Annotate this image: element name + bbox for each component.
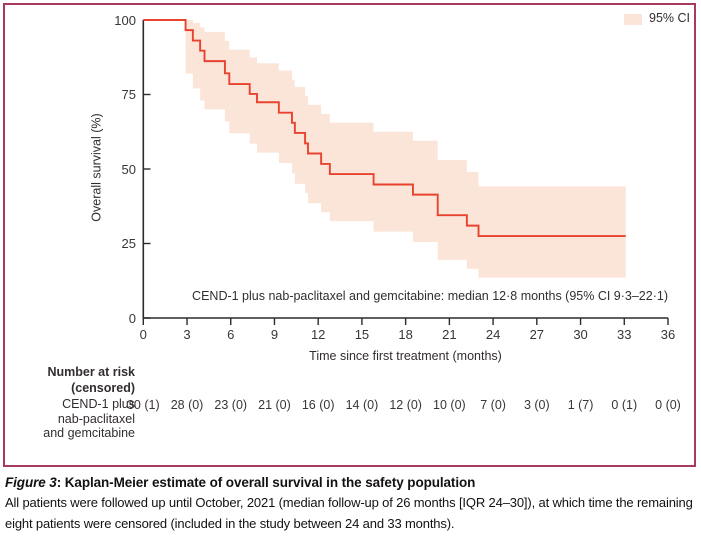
risk-row-label-line-1: CEND-1 plus xyxy=(62,397,135,411)
caption-title: Figure 3: Kaplan-Meier estimate of overa… xyxy=(5,475,699,490)
risk-value: 0 (1) xyxy=(611,398,638,412)
median-annotation: CEND-1 plus nab-paclitaxel and gemcitabi… xyxy=(192,289,668,303)
caption-figure-number: Figure 3 xyxy=(5,475,57,490)
x-axis-title: Time since first treatment (months) xyxy=(309,349,502,363)
risk-row-label-line-3: and gemcitabine xyxy=(43,426,135,440)
x-tick-label: 9 xyxy=(270,327,279,342)
risk-value: 3 (0) xyxy=(523,398,550,412)
risk-value: 10 (0) xyxy=(433,398,466,412)
x-tick-label: 12 xyxy=(310,327,326,342)
x-tick-label: 36 xyxy=(660,327,676,342)
risk-value: 1 (7) xyxy=(567,398,594,412)
risk-value: 16 (0) xyxy=(301,398,335,412)
km-plot-svg xyxy=(142,19,669,325)
risk-table-header: Number at risk (censored) xyxy=(0,365,135,396)
y-tick-label: 25 xyxy=(121,236,136,251)
risk-value: 12 (0) xyxy=(389,398,422,412)
x-tick-label: 18 xyxy=(398,327,413,342)
risk-value: 23 (0) xyxy=(214,398,248,412)
km-curve xyxy=(143,19,626,237)
ci-band-swatch-icon xyxy=(624,14,642,25)
risk-value: 14 (0) xyxy=(345,398,379,412)
risk-row-label-line-2: nab-paclitaxel xyxy=(57,411,135,426)
y-tick-label: 0 xyxy=(128,310,136,326)
risk-value: 0 (0) xyxy=(655,398,681,412)
x-tick-label: 15 xyxy=(354,327,370,342)
x-tick-label: 0 xyxy=(139,327,147,342)
x-tick-label: 27 xyxy=(529,327,545,342)
risk-header-line-2: (censored) xyxy=(71,380,135,395)
x-tick-label: 33 xyxy=(617,327,632,342)
caption-body: All patients were followed up until Octo… xyxy=(5,495,693,531)
risk-value: 30 (1) xyxy=(126,398,160,412)
x-tick-label: 6 xyxy=(227,327,235,342)
risk-header-line-1: Number at risk xyxy=(47,365,135,379)
legend-label: 95% CI xyxy=(649,11,690,25)
y-tick-label: 100 xyxy=(114,12,136,28)
risk-value: 7 (0) xyxy=(480,398,506,412)
y-tick-label: 50 xyxy=(121,161,136,177)
risk-value: 21 (0) xyxy=(258,398,291,412)
risk-value: 28 (0) xyxy=(170,398,204,412)
figure-caption: Figure 3: Kaplan-Meier estimate of overa… xyxy=(5,475,699,534)
x-tick-label: 21 xyxy=(442,327,457,342)
x-tick-label: 24 xyxy=(485,327,501,342)
km-ci-band xyxy=(185,20,626,278)
x-tick-label: 3 xyxy=(183,327,191,342)
y-tick-label: 75 xyxy=(121,87,136,102)
risk-row-label: CEND-1 plus nab-paclitaxel and gemcitabi… xyxy=(0,397,135,441)
x-tick-label: 30 xyxy=(573,327,588,342)
caption-title-text: : Kaplan-Meier estimate of overall survi… xyxy=(56,475,476,490)
